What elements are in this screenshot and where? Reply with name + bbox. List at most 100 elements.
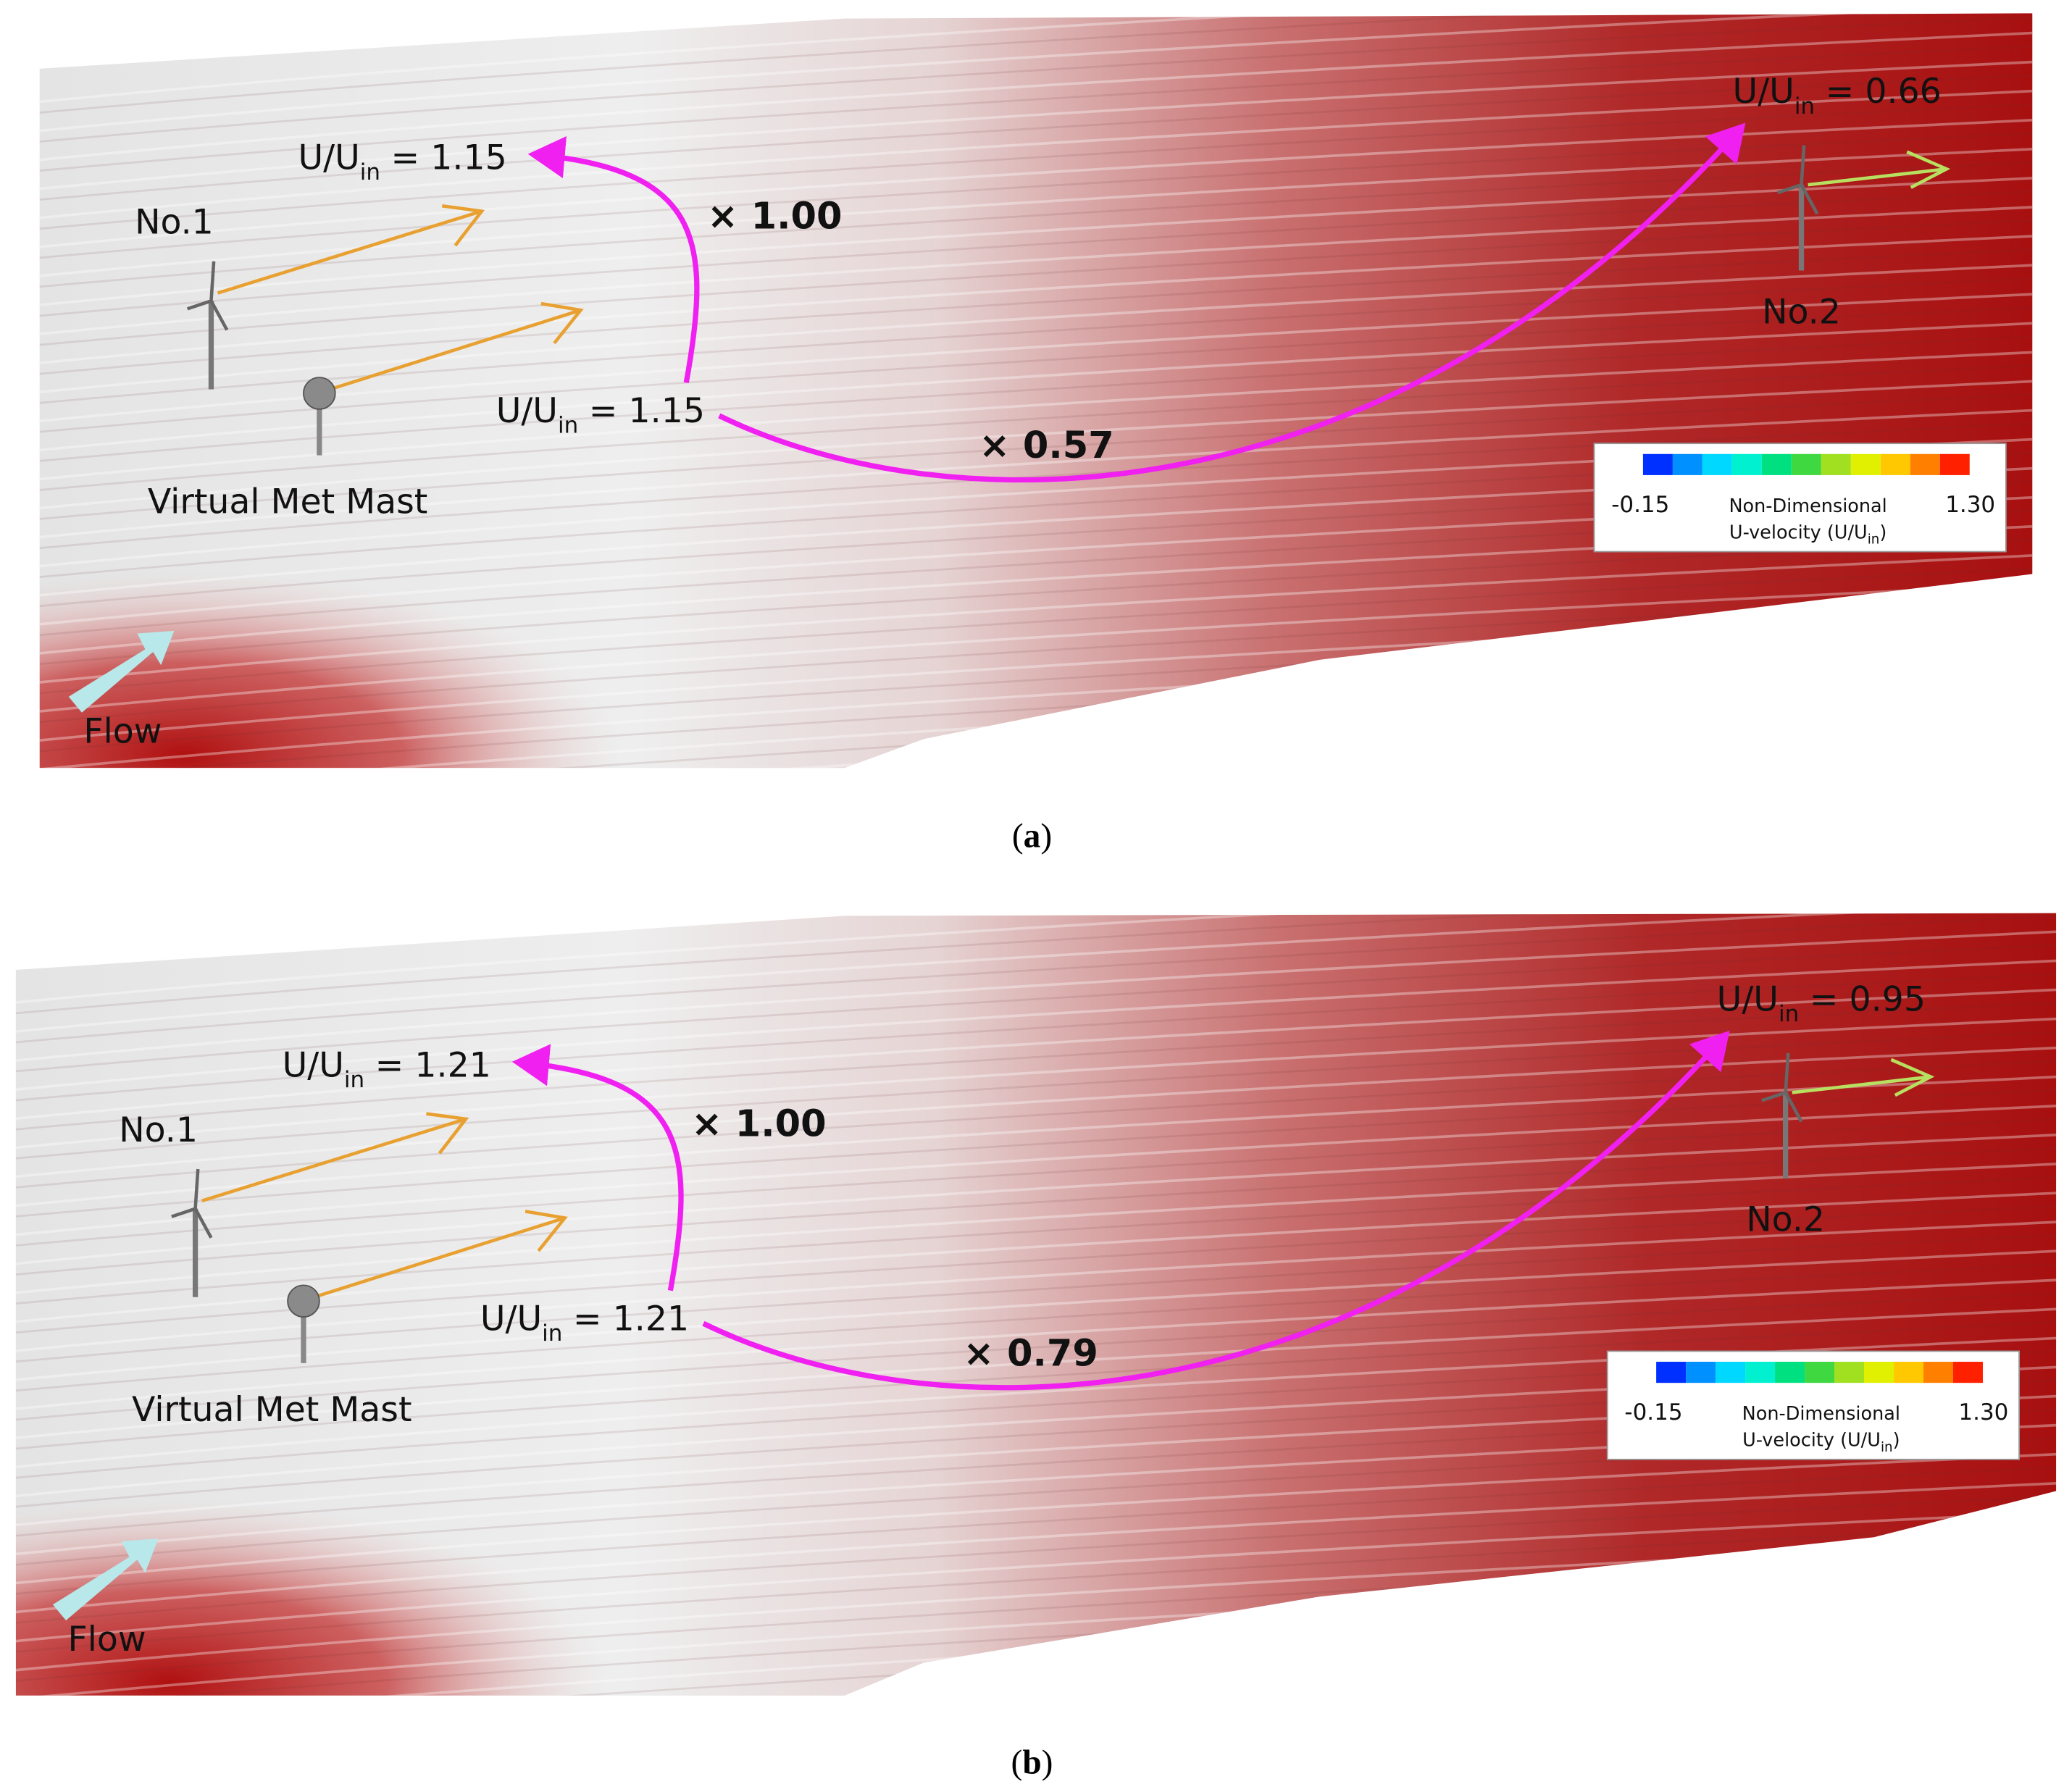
ridge-shadow xyxy=(15,1524,2057,1656)
wind-arrow xyxy=(1792,1058,1935,1097)
ridge-line xyxy=(15,1046,2057,1181)
ratio-label: × 1.00 xyxy=(707,195,842,238)
ridge-shadow xyxy=(15,1291,2057,1424)
mast-ball xyxy=(287,1284,320,1318)
colorbar-cell xyxy=(1791,453,1821,475)
velocity-prefix: U/U xyxy=(480,1299,542,1339)
colorbar-cell xyxy=(1894,1362,1923,1383)
ridge-line xyxy=(15,913,2057,1037)
legend-subtitle-sub: in xyxy=(1868,532,1880,548)
ridge-shadow xyxy=(15,1466,2057,1598)
colorbar-cell xyxy=(1702,453,1732,475)
colorbar-cell xyxy=(1716,1362,1746,1383)
turbine-label: No.1 xyxy=(135,203,214,243)
ridge-line xyxy=(39,88,2033,223)
ridge-line xyxy=(15,1017,2057,1152)
velocity-label: U/Uin = 1.15 xyxy=(496,391,705,439)
ridge-line xyxy=(39,320,2033,456)
turbine-label: No.1 xyxy=(119,1110,198,1150)
velocity-value: = 0.95 xyxy=(1810,979,1926,1019)
ridge-line xyxy=(39,117,2033,253)
ridge-shadow xyxy=(15,1205,2057,1336)
ridge-shadow xyxy=(39,305,2033,437)
caption-open: ( xyxy=(1012,818,1024,855)
speedup-curve xyxy=(511,1044,684,1291)
speedup-curve xyxy=(702,1030,1730,1391)
legend-subtitle-prefix: U-velocity (U/U xyxy=(1742,1430,1881,1452)
ridge-shadow xyxy=(15,1321,2057,1453)
wind-arrow xyxy=(1808,150,1951,189)
velocity-label: U/Uin = 1.21 xyxy=(480,1299,689,1347)
ridge-line xyxy=(15,988,2057,1123)
velocity-subscript: in xyxy=(344,1067,364,1093)
legend-title: Non-Dimensional xyxy=(1742,1403,1900,1425)
legend-title: Non-Dimensional xyxy=(1729,495,1887,517)
ridge-shadow xyxy=(39,101,2033,234)
ridge-line xyxy=(15,1307,2057,1443)
colorbar-cell xyxy=(1939,453,1970,475)
colorbar-cell xyxy=(1656,1362,1687,1383)
ratio-label: × 0.79 xyxy=(964,1332,1098,1375)
colorbar-cell xyxy=(1731,453,1762,475)
flow-label: Flow xyxy=(83,712,162,752)
ridge-line xyxy=(15,1452,2057,1588)
velocity-prefix: U/U xyxy=(1733,72,1794,112)
legend-subtitle-suffix: ) xyxy=(1893,1430,1900,1452)
velocity-label: U/Uin = 0.95 xyxy=(1717,979,1926,1027)
legend-subtitle-prefix: U-velocity (U/U xyxy=(1729,522,1868,543)
legend-subtitle: U-velocity (U/Uin) xyxy=(1742,1430,1900,1455)
ridge-line xyxy=(15,1249,2057,1384)
velocity-value: = 1.15 xyxy=(589,391,705,431)
velocity-prefix: U/U xyxy=(1717,979,1779,1019)
ridge-line xyxy=(15,1539,2057,1675)
mast-ball xyxy=(303,377,336,410)
turbine-blades xyxy=(1776,145,1819,215)
wind-arrow xyxy=(201,1112,469,1202)
ridge-line xyxy=(39,30,2033,165)
ratio-label: × 1.00 xyxy=(691,1103,826,1146)
turbine-label: No.2 xyxy=(1762,292,1841,332)
ridge-shadow xyxy=(39,43,2033,175)
ridge-line xyxy=(39,349,2033,485)
ridge-shadow xyxy=(39,566,2033,698)
wind-arrow xyxy=(217,204,485,295)
velocity-subscript: in xyxy=(1794,93,1815,120)
ridge-shadow xyxy=(39,14,2033,146)
ridge-line xyxy=(15,1075,2057,1210)
flow-arrow xyxy=(68,630,175,713)
ridge-shadow xyxy=(15,973,2057,1105)
ridge-line xyxy=(15,913,2057,1008)
ridge-line xyxy=(39,13,2033,107)
ridge-shadow xyxy=(15,914,2057,1047)
ridge-line xyxy=(39,13,2033,136)
colorbar-cell xyxy=(1923,1362,1953,1383)
ridge-line xyxy=(39,408,2033,543)
caption-letter: a xyxy=(1024,818,1041,855)
colorbar-cell xyxy=(1805,1362,1835,1383)
colorbar-cell xyxy=(1834,1362,1865,1383)
velocity-subscript: in xyxy=(360,159,380,185)
colorbar-cell xyxy=(1864,1362,1894,1383)
ridge-shadow xyxy=(15,1002,2057,1134)
ridge-shadow xyxy=(39,363,2033,495)
ridge-shadow xyxy=(39,130,2033,263)
ridge-shadow xyxy=(39,247,2033,379)
turbine-blades xyxy=(1761,1052,1803,1123)
ridge-line xyxy=(39,378,2033,514)
velocity-prefix: U/U xyxy=(283,1046,344,1086)
velocity-subscript: in xyxy=(542,1320,562,1347)
mast-label: Virtual Met Mast xyxy=(148,482,428,522)
ridge-line xyxy=(39,262,2033,398)
panel-caption: (a) xyxy=(1012,818,1052,855)
ridge-shadow xyxy=(39,72,2033,205)
colorbar-cell xyxy=(1775,1362,1805,1383)
colorbar-cell xyxy=(1686,1362,1716,1383)
ridge-line xyxy=(15,1162,2057,1297)
ridge-shadow xyxy=(15,944,2057,1076)
ridge-line xyxy=(39,291,2033,427)
velocity-value: = 1.21 xyxy=(573,1299,689,1339)
ridge-shadow xyxy=(15,1263,2057,1395)
caption-letter: b xyxy=(1022,1743,1041,1781)
